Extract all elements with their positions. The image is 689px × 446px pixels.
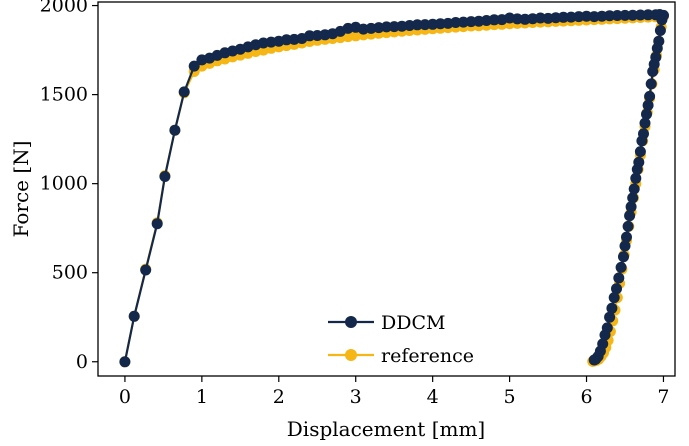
- data-point-ddcm: [639, 117, 651, 129]
- legend-swatch-ddcm-marker: [345, 316, 357, 328]
- data-point-ddcm: [178, 86, 190, 98]
- x-axis-ticks: 0 1 2 3 4 5 6 7: [119, 376, 670, 408]
- data-point-ddcm: [624, 210, 636, 222]
- data-point-ddcm: [411, 19, 423, 31]
- data-point-ddcm: [656, 14, 668, 26]
- data-point-ddcm: [621, 231, 632, 243]
- data-point-ddcm: [615, 261, 627, 273]
- series-layer: [119, 9, 669, 368]
- data-point-ddcm: [627, 192, 639, 204]
- data-point-ddcm: [619, 9, 631, 21]
- data-point-ddcm: [304, 30, 316, 42]
- x-tick-label: 0: [119, 386, 131, 408]
- data-point-ddcm: [608, 292, 620, 304]
- y-tick-label: 500: [52, 262, 88, 284]
- x-tick-label: 1: [196, 386, 208, 408]
- legend-swatch-reference-marker: [345, 349, 357, 361]
- data-point-ddcm: [419, 19, 431, 31]
- y-axis-ticks: 0 500 1000 1500 2000: [40, 0, 98, 373]
- series-ddcm: [119, 9, 669, 368]
- data-point-ddcm: [151, 218, 163, 230]
- x-tick-label: 3: [350, 386, 362, 408]
- data-point-ddcm: [622, 220, 634, 232]
- data-point-ddcm: [119, 356, 131, 368]
- data-point-ddcm: [588, 354, 600, 366]
- y-tick-label: 2000: [40, 0, 88, 17]
- data-point-ddcm: [644, 90, 656, 102]
- data-point-ddcm: [645, 78, 657, 90]
- data-point-ddcm: [128, 310, 140, 322]
- data-point-ddcm: [634, 9, 646, 21]
- x-tick-label: 4: [427, 386, 439, 408]
- x-tick-label: 2: [273, 386, 285, 408]
- legend-label-reference: reference: [381, 345, 474, 367]
- legend-entry-reference: reference: [328, 345, 474, 367]
- x-axis-label: Displacement [mm]: [287, 417, 485, 441]
- y-axis-label: Force [N]: [9, 141, 33, 238]
- data-point-ddcm: [611, 10, 623, 21]
- y-tick-label: 1500: [40, 84, 88, 106]
- data-point-ddcm: [647, 66, 659, 77]
- data-point-ddcm: [641, 108, 652, 120]
- data-point-ddcm: [634, 146, 646, 158]
- data-point-ddcm: [169, 124, 181, 136]
- data-point-ddcm: [625, 201, 637, 213]
- data-point-ddcm: [188, 60, 200, 72]
- data-point-ddcm: [613, 272, 625, 284]
- data-point-ddcm: [611, 283, 622, 295]
- data-point-ddcm: [381, 21, 392, 33]
- data-point-ddcm: [619, 240, 631, 252]
- legend-label-ddcm: DDCM: [381, 312, 445, 334]
- legend: DDCM reference: [328, 312, 474, 367]
- data-point-ddcm: [488, 14, 500, 26]
- data-point-ddcm: [636, 135, 648, 147]
- data-point-ddcm: [642, 9, 654, 21]
- data-point-ddcm: [654, 25, 666, 36]
- legend-entry-ddcm: DDCM: [328, 312, 445, 334]
- data-point-ddcm: [628, 183, 640, 195]
- data-point-ddcm: [631, 163, 643, 175]
- plot-frame: [97, 1, 676, 377]
- data-point-ddcm: [642, 99, 654, 111]
- data-point-ddcm: [557, 11, 569, 23]
- x-tick-label: 5: [504, 386, 516, 408]
- y-tick-label: 1000: [40, 173, 88, 195]
- y-tick-label: 0: [76, 351, 88, 373]
- x-tick-label: 7: [657, 386, 669, 408]
- data-point-ddcm: [604, 311, 616, 323]
- data-point-ddcm: [651, 42, 663, 54]
- data-point-ddcm: [627, 9, 639, 21]
- data-point-ddcm: [140, 264, 152, 276]
- data-point-ddcm: [606, 302, 618, 314]
- data-point-ddcm: [630, 172, 642, 184]
- data-point-ddcm: [604, 10, 616, 22]
- data-point-ddcm: [599, 329, 611, 341]
- data-point-ddcm: [159, 171, 171, 182]
- x-tick-label: 6: [580, 386, 592, 408]
- data-point-ddcm: [618, 251, 629, 263]
